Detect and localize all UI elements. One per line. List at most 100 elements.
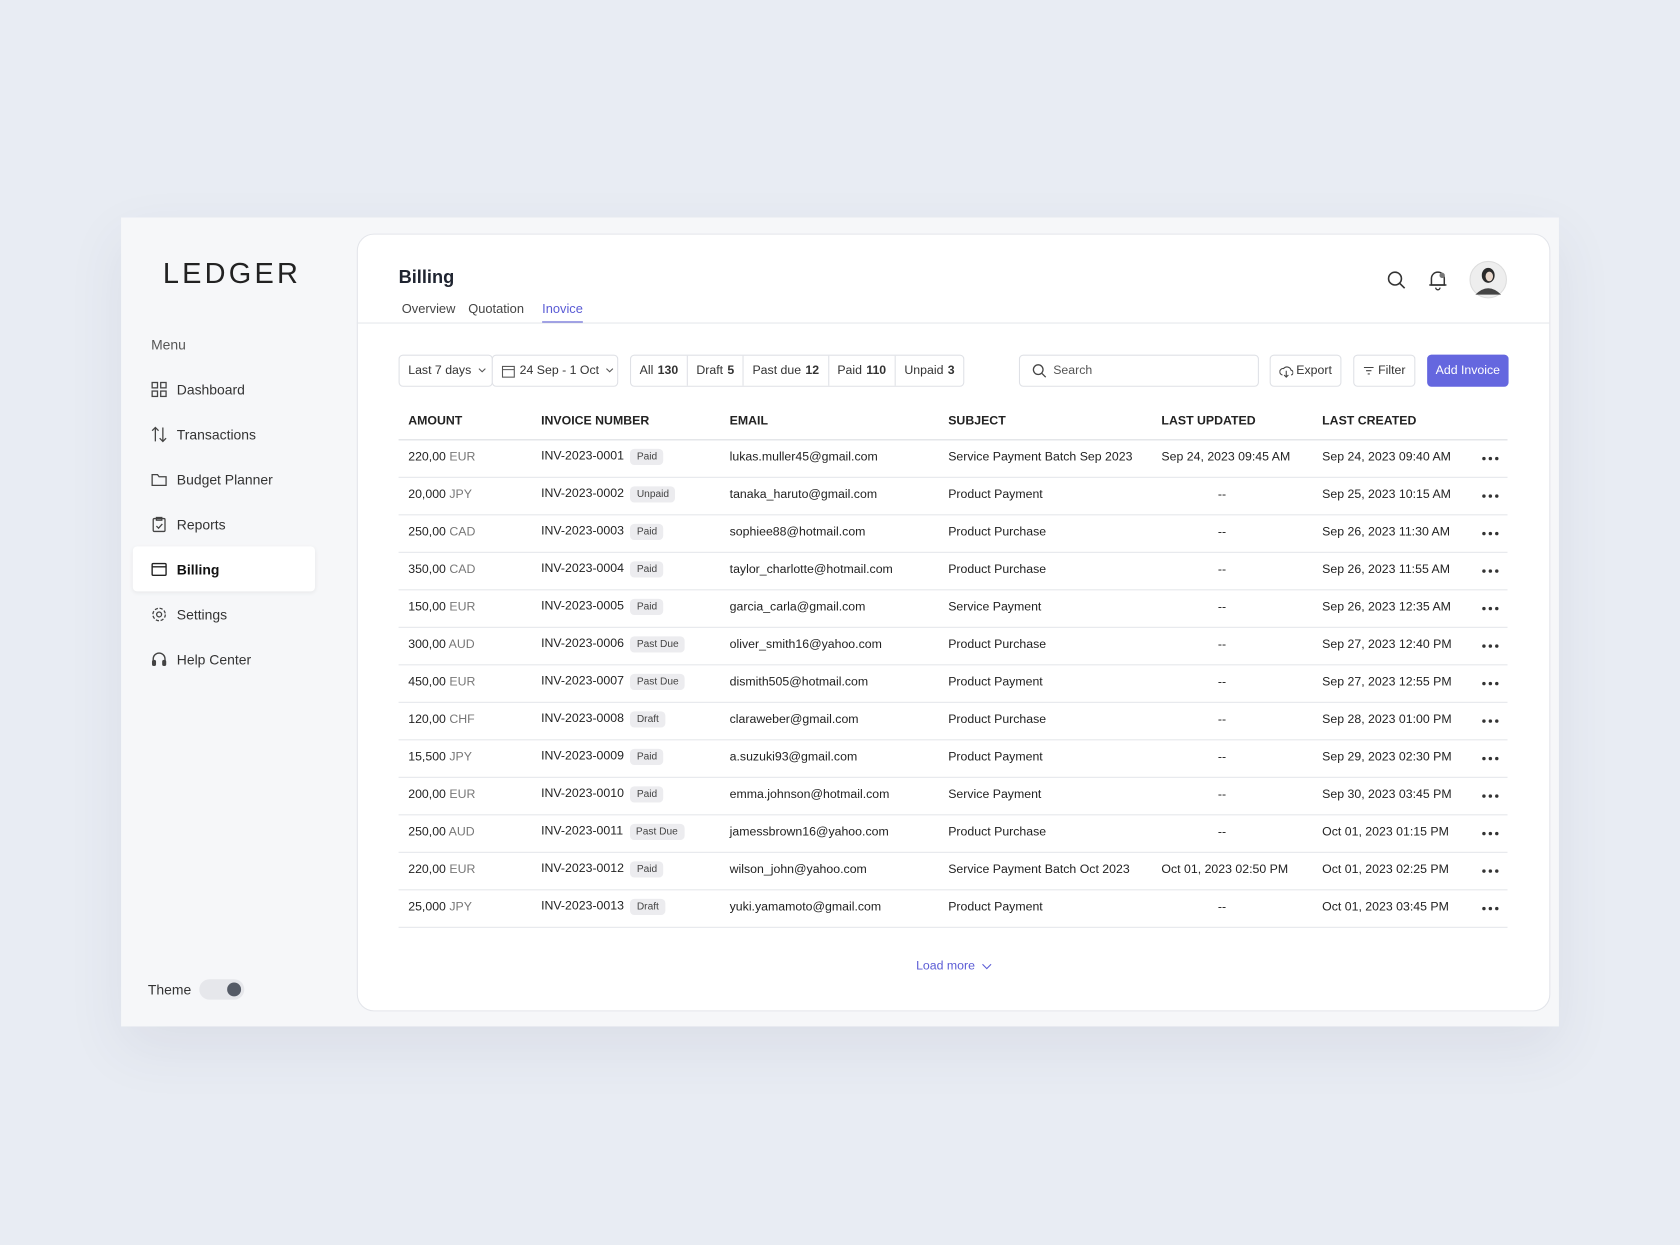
amount-cell: 300,00 AUD (408, 639, 474, 652)
status-badge: Past Due (630, 673, 686, 691)
bell-icon[interactable] (1428, 270, 1447, 291)
tab[interactable]: Overview (401, 301, 456, 317)
nav-label[interactable]: Transactions (176, 425, 257, 442)
status-label[interactable]: Draft (696, 364, 724, 378)
nav-label[interactable]: Dashboard (176, 380, 245, 397)
tab[interactable]: Inovice (542, 301, 583, 323)
status-badge: Past Due (630, 636, 686, 653)
status-label[interactable]: All (639, 364, 654, 378)
nav-label[interactable]: Settings (176, 605, 228, 622)
range-select[interactable]: Last 7 days (398, 354, 493, 387)
status-label[interactable]: Past due (752, 364, 802, 378)
theme-toggle[interactable] (199, 979, 245, 1000)
last-updated: -- (1217, 488, 1227, 502)
export-label[interactable]: Export (1296, 364, 1332, 378)
row-actions[interactable] (1482, 794, 1499, 798)
nav-item[interactable]: Dashboard (133, 366, 315, 411)
subject: Product Purchase (948, 826, 1047, 839)
nav-label[interactable]: Billing (176, 560, 220, 577)
status-filter[interactable]: Unpaid 3 (896, 356, 963, 386)
amount: 200,00 (408, 788, 446, 802)
search-placeholder[interactable]: Search (1053, 364, 1093, 378)
nav-icon (152, 516, 166, 532)
tab[interactable]: Quotation (468, 301, 524, 317)
amount-cell: 120,00 CHF (408, 714, 474, 727)
row-line (398, 701, 1508, 703)
status-filter[interactable]: All 130 (631, 355, 688, 386)
status-label[interactable]: Unpaid (904, 364, 944, 378)
column-header: AMOUNT (408, 414, 463, 428)
status-filter[interactable]: Past due 12 (744, 355, 829, 386)
nav-item[interactable]: Transactions (133, 411, 315, 456)
filter-button[interactable]: Filter (1353, 354, 1416, 387)
invoice-number: INV-2023-0001 (541, 450, 624, 463)
nav-item[interactable]: Billing (132, 546, 316, 592)
row-line (398, 589, 1508, 591)
invoice-number: INV-2023-0004 (541, 562, 624, 576)
email: wilson_john@yahoo.com (729, 863, 867, 877)
column-header: INVOICE NUMBER (541, 414, 650, 428)
invoice-cell: INV-2023-0008 Draft (541, 711, 666, 728)
amount-cell: 220,00 EUR (408, 864, 475, 877)
row-line (398, 514, 1508, 516)
last-created: Sep 30, 2023 03:45 PM (1322, 788, 1452, 802)
row-actions[interactable] (1482, 719, 1499, 723)
row-actions[interactable] (1482, 906, 1499, 911)
row-actions[interactable] (1482, 569, 1499, 573)
row-actions[interactable] (1482, 869, 1499, 873)
nav-item[interactable]: Help Center (133, 636, 315, 681)
nav-label[interactable]: Help Center (176, 650, 252, 667)
row-actions[interactable] (1482, 681, 1499, 686)
row-actions[interactable] (1482, 531, 1499, 536)
last-created: Sep 27, 2023 12:55 PM (1322, 676, 1452, 689)
load-more[interactable]: Load more (916, 960, 994, 973)
last-updated: -- (1217, 788, 1227, 802)
date-select[interactable]: 24 Sep - 1 Oct (491, 354, 619, 387)
nav-item[interactable]: Budget Planner (133, 456, 315, 501)
status-badge: Paid (630, 523, 664, 541)
subject: Service Payment Batch Oct 2023 (948, 863, 1130, 877)
nav-label[interactable]: Reports (176, 515, 226, 532)
export-button[interactable]: Export (1269, 354, 1342, 387)
currency: CHF (449, 713, 475, 727)
load-more-label[interactable]: Load more (916, 960, 975, 973)
row-actions[interactable] (1482, 756, 1499, 761)
last-created: Oct 01, 2023 02:25 PM (1322, 863, 1449, 877)
nav-item[interactable]: Reports (133, 501, 315, 546)
search-icon[interactable] (1386, 270, 1407, 291)
amount: 250,00 (408, 826, 446, 839)
email: dismith505@hotmail.com (729, 676, 869, 689)
row-actions[interactable] (1482, 606, 1499, 611)
nav-icon (151, 562, 167, 576)
email: emma.johnson@hotmail.com (729, 788, 890, 802)
status-count: 3 (947, 364, 955, 378)
row-actions[interactable] (1482, 831, 1499, 836)
amount-cell: 450,00 EUR (408, 676, 475, 689)
invoice-cell: INV-2023-0005 Paid (541, 598, 664, 616)
invoice-cell: INV-2023-0002 Unpaid (541, 486, 676, 503)
menu-label: Menu (151, 336, 186, 353)
add-invoice-button[interactable]: Add Invoice (1427, 354, 1509, 387)
row-line (398, 551, 1508, 553)
row-actions[interactable] (1482, 644, 1499, 648)
amount-cell: 25,000 JPY (408, 901, 472, 914)
range-label[interactable]: Last 7 days (408, 364, 472, 378)
nav-item[interactable]: Settings (133, 591, 315, 636)
status-filter[interactable]: Draft 5 (688, 355, 744, 386)
filter-label[interactable]: Filter (1378, 364, 1406, 378)
nav-icon (151, 473, 167, 486)
email: oliver_smith16@yahoo.com (729, 638, 882, 652)
calendar-icon (501, 365, 515, 378)
invoice-number: INV-2023-0005 (541, 600, 624, 613)
nav-label[interactable]: Budget Planner (176, 470, 273, 487)
date-label[interactable]: 24 Sep - 1 Oct (519, 364, 600, 378)
row-actions[interactable] (1482, 494, 1499, 498)
row-actions[interactable] (1482, 456, 1499, 461)
search-box[interactable]: Search (1018, 354, 1259, 387)
last-updated: -- (1217, 901, 1227, 914)
avatar[interactable] (1469, 260, 1508, 299)
status-filter[interactable]: Paid 110 (829, 355, 896, 386)
last-updated: -- (1217, 563, 1227, 577)
status-label[interactable]: Paid (837, 364, 862, 378)
